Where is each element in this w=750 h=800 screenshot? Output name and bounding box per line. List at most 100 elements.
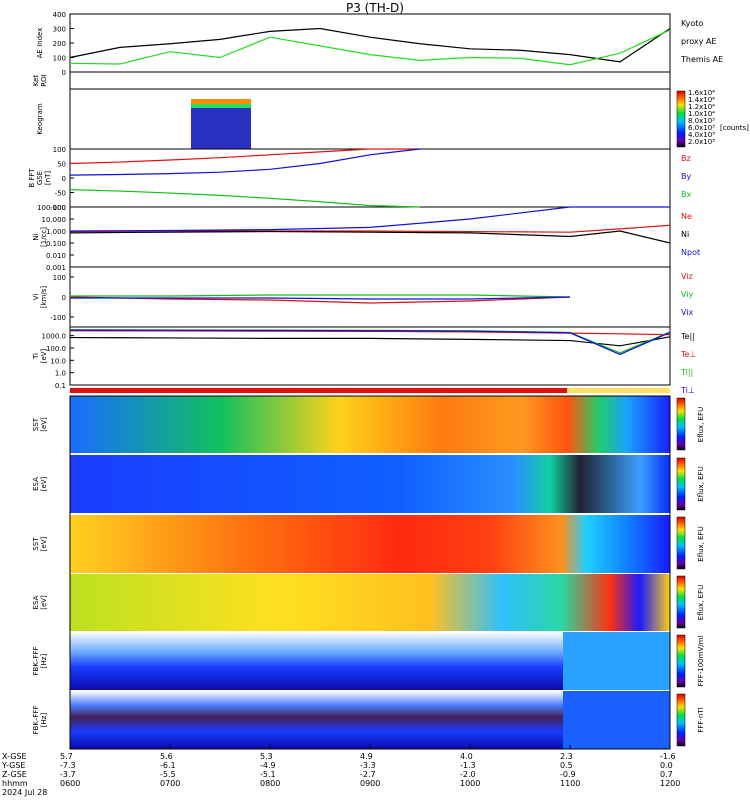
panel-4-legend-2: Npot	[681, 248, 700, 257]
series-themisae-line	[69, 27, 671, 63]
footer-label-x: X-GSE	[2, 752, 27, 761]
series-te-line	[69, 336, 671, 347]
panel-8-legend: Eflux, EFU	[697, 466, 705, 501]
colorbar-3	[676, 516, 686, 570]
mode-bar-red	[70, 388, 567, 393]
ytick-label: 100.000	[37, 204, 66, 212]
panel-4-ylabel: Ni	[32, 233, 40, 240]
panel-10-legend: Eflux, EFU	[697, 585, 705, 620]
panel-labels: AE Index Kyoto proxy AE Themis AE Ket ROI Keog…	[28, 11, 749, 735]
keogram-colorbar-tick: 2.0x10³	[688, 138, 715, 146]
panel-9-legend: Eflux, EFU	[697, 526, 705, 561]
footer-value-x: 5.7	[60, 752, 73, 761]
keogram-top-band	[191, 99, 251, 104]
panel-5-ylabel: Vi	[32, 294, 40, 301]
panel-7-ylabel: SST	[32, 417, 40, 431]
ytick-label: -100	[50, 204, 66, 212]
panel-10-ylabel: [eV]	[40, 595, 48, 610]
keogram-colorbar-tick: 6.0x10³	[688, 124, 715, 132]
footer-value-t: 1100	[560, 779, 581, 788]
series-ti-line	[69, 329, 671, 356]
panel-density	[69, 206, 671, 268]
ytick-label: 1.000	[46, 228, 66, 236]
footer-value-z: -0.9	[560, 770, 576, 779]
footer-column: 5.6 -6.1 -5.5 0700	[160, 752, 180, 788]
ytick-label: 0.1	[55, 382, 66, 390]
footer-value-x: -1.6	[660, 752, 676, 761]
mode-bar-yellow	[567, 388, 670, 393]
ytick-label: 200	[53, 40, 66, 48]
fbk-spectrogram-1	[70, 632, 563, 690]
panel-9-ylabel: SST	[32, 537, 40, 551]
chart-marks	[69, 13, 671, 749]
panel-9-ylabel: [eV]	[40, 536, 48, 551]
footer-column: 4.9 -3.3 -2.7 0900	[360, 752, 380, 788]
ytick-label: 100	[53, 55, 66, 63]
panel-3-ylabel: B FFT	[28, 168, 36, 188]
panel-4-legend-0: Ne	[681, 212, 692, 221]
footer-label-time: hhmm	[2, 779, 28, 788]
colorbar-1	[676, 397, 686, 451]
footer-value-x: 2.3	[560, 752, 573, 761]
footer-column: -1.6 0.0 0.7 1200	[660, 752, 680, 788]
panel-11-legend: FFF-100mV/ml	[697, 636, 705, 687]
keogram-colorbar-tick: 4.0x10³	[688, 131, 715, 139]
series-by-line	[69, 148, 421, 176]
panel-0-legend-1: proxy AE	[681, 37, 716, 46]
footer-value-t: 0800	[260, 779, 281, 788]
colorbar-4	[676, 575, 686, 629]
keogram-colorbar-tick: 1.0x10⁴	[688, 110, 715, 118]
footer-value-x: 5.6	[160, 752, 173, 761]
footer-column: 4.0 -1.3 -2.0 1000	[460, 752, 480, 788]
footer-value-t: 1000	[460, 779, 481, 788]
footer-value-t: 0600	[60, 779, 81, 788]
footer-value-y: -4.9	[260, 761, 276, 770]
esa-ion-spectrogram	[70, 455, 670, 513]
keogram-colorbar-tick: 1.6x10⁴	[688, 89, 715, 97]
panel-3-ylabel: [nT]	[44, 171, 52, 185]
panel-11-ylabel: FBK–FFF	[32, 647, 40, 676]
panel-bfield	[69, 148, 671, 208]
panel-4-ylabel: [1/cc]	[40, 227, 48, 247]
footer-labels: X-GSE Y-GSE Z-GSE hhmm 2024 Jul 28	[2, 752, 47, 797]
footer-column: 5.3 -4.9 -5.1 0800	[260, 752, 280, 788]
panel-6-ylabel: [eV]	[40, 348, 48, 363]
panel-0-legend-0: Kyoto	[681, 19, 703, 28]
series-viy-line	[70, 294, 571, 298]
ytick-label: 1000.0	[42, 333, 67, 341]
footer-label-z: Z-GSE	[2, 770, 27, 779]
series-kyotoproxyae-line	[69, 29, 671, 66]
panel-8-ylabel: ESA	[32, 477, 40, 491]
panel-velocity	[69, 266, 671, 328]
keogram-colorbar-tick: 8.0x10³	[688, 117, 715, 125]
fbk-spectrogram-1-tail	[563, 632, 670, 690]
ytick-label: 0	[62, 175, 66, 183]
ytick-label: 300	[53, 26, 66, 34]
plot-title: P3 (TH-D)	[346, 1, 404, 15]
series-te-line	[69, 330, 671, 336]
keogram-green-band	[191, 104, 251, 108]
sst-electron-spectrogram	[70, 515, 670, 573]
ytick-label: 0.010	[46, 252, 66, 260]
panel-ae	[69, 13, 671, 73]
footer-value-z: -2.7	[360, 770, 376, 779]
panel-8-ylabel: [eV]	[40, 476, 48, 491]
footer-value-z: -3.7	[60, 770, 76, 779]
footer-value-t: 0700	[160, 779, 181, 788]
panel-6-legend-2: Ti||	[680, 368, 693, 377]
ytick-label: 0	[62, 69, 66, 77]
keogram-colorbar	[676, 90, 686, 148]
panel-11-ylabel: [Hz]	[40, 654, 48, 669]
series-bx-line	[69, 189, 421, 208]
colorbar-2	[676, 457, 686, 511]
ytick-label: 100	[53, 274, 66, 282]
panel-6-legend-3: Ti⊥	[680, 386, 695, 395]
panel-5-legend-2: Vix	[681, 308, 694, 317]
panel-roi	[69, 71, 671, 90]
panel-7-legend: Eflux, EFU	[697, 407, 705, 442]
footer-value-y: -1.3	[460, 761, 476, 770]
footer-value-t: 0900	[360, 779, 381, 788]
footer-value-y: -6.1	[160, 761, 176, 770]
esa-electron-spectrogram	[70, 574, 670, 631]
